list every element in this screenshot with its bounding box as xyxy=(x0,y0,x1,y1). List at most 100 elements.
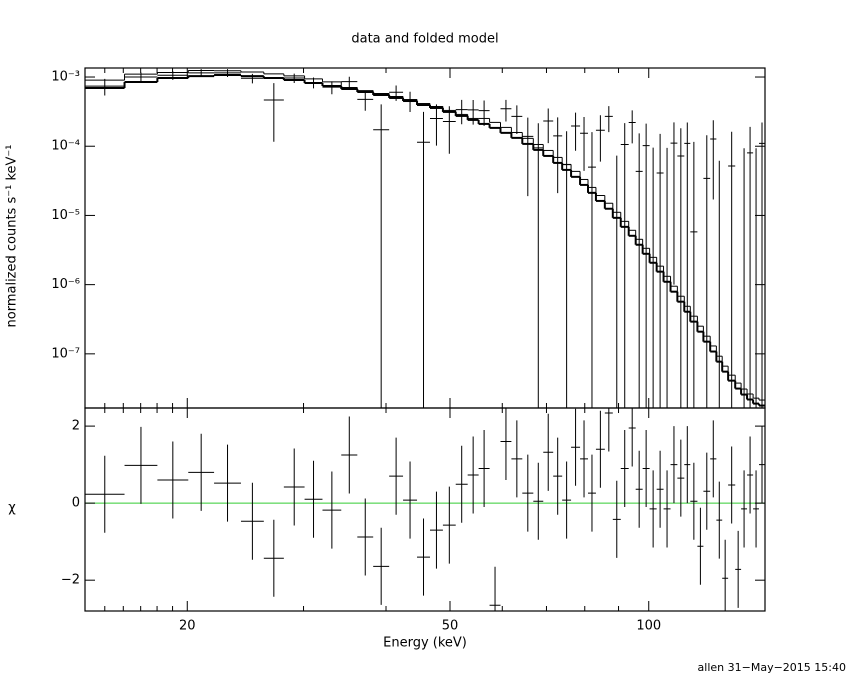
data-point xyxy=(403,91,418,113)
residual-point xyxy=(188,433,215,511)
residual-point xyxy=(697,507,704,585)
residual-point xyxy=(612,480,621,558)
data-point xyxy=(124,72,158,83)
data-point xyxy=(467,100,479,125)
data-point xyxy=(656,133,664,408)
data-point xyxy=(670,122,678,285)
data-point xyxy=(417,111,430,408)
data-point xyxy=(562,131,572,408)
data-point xyxy=(595,115,605,162)
data-point xyxy=(684,122,691,408)
data-point xyxy=(373,104,390,408)
y-tick-label: 10⁻⁴ xyxy=(51,139,80,154)
residual-point xyxy=(628,408,636,467)
data-point xyxy=(478,100,490,126)
residual-point xyxy=(741,470,748,548)
residual-point xyxy=(403,461,418,539)
data-point xyxy=(728,131,736,408)
residual-point xyxy=(522,454,534,532)
residual-point xyxy=(684,426,691,504)
data-point xyxy=(628,110,636,144)
y-tick-label: 2 xyxy=(72,419,80,434)
residual-point xyxy=(533,462,544,540)
residual-point xyxy=(263,519,284,597)
residual-point xyxy=(455,445,468,523)
x-tick-label: 50 xyxy=(442,619,459,634)
residual-point xyxy=(214,444,241,522)
residual-point xyxy=(716,481,723,559)
data-point xyxy=(500,99,512,122)
y-axis-label: normalized counts s⁻¹ keV⁻¹ xyxy=(5,145,20,328)
footer: allen 31−May−2015 15:40 xyxy=(698,661,846,674)
y-tick-label: 10⁻³ xyxy=(51,70,80,85)
residual-point xyxy=(304,460,323,538)
residual-point xyxy=(357,498,374,576)
data-point xyxy=(389,85,404,101)
data-point xyxy=(690,141,698,408)
y-tick-label: 0 xyxy=(72,496,80,511)
residual-point xyxy=(728,446,736,524)
residual-point xyxy=(677,439,685,517)
y-tick-label: 10⁻⁶ xyxy=(51,277,80,292)
data-point xyxy=(442,106,456,154)
y-axis-label: χ xyxy=(8,501,16,516)
data-point xyxy=(522,117,534,197)
data-point xyxy=(677,128,685,408)
residual-point xyxy=(543,413,554,491)
data-point xyxy=(304,77,323,89)
residual-panel xyxy=(85,408,765,611)
residual-point xyxy=(690,462,698,540)
residual-point xyxy=(722,539,729,611)
x-axis-label: Energy (keV) xyxy=(383,636,467,651)
data-point xyxy=(429,104,443,146)
residual-point xyxy=(649,470,657,548)
data-point xyxy=(511,105,523,135)
x-tick-label: 20 xyxy=(179,619,196,634)
chart-title: data and folded model xyxy=(351,32,498,47)
data-point xyxy=(642,123,650,408)
data-point xyxy=(85,78,125,96)
data-point xyxy=(188,69,215,78)
data-point xyxy=(263,83,284,142)
residual-point xyxy=(604,408,613,452)
residual-point xyxy=(580,420,589,498)
data-point xyxy=(580,117,589,171)
residual-point xyxy=(571,408,581,486)
data-point xyxy=(635,133,643,408)
residual-point xyxy=(562,461,572,539)
data-point xyxy=(710,120,717,200)
residual-point xyxy=(240,482,264,560)
residual-point xyxy=(759,426,765,504)
residual-point xyxy=(710,420,717,498)
residual-point xyxy=(656,450,664,528)
data-point xyxy=(747,126,754,408)
residual-point xyxy=(467,436,479,514)
data-point xyxy=(588,132,596,408)
data-point xyxy=(357,91,374,111)
data-point xyxy=(604,106,613,133)
x-tick-label: 100 xyxy=(636,619,661,634)
residual-point xyxy=(511,420,523,498)
data-point xyxy=(759,122,765,408)
residual-point xyxy=(341,416,358,494)
residual-point xyxy=(635,450,643,528)
residual-point xyxy=(588,454,596,532)
residual-point xyxy=(747,436,754,514)
residual-point xyxy=(478,429,490,507)
panel-frame xyxy=(84,67,766,409)
residual-point xyxy=(500,408,512,481)
data-point xyxy=(455,99,468,125)
residual-point xyxy=(642,429,650,507)
residual-point xyxy=(595,410,605,488)
data-point xyxy=(322,81,342,95)
residual-point xyxy=(553,437,563,515)
residual-point xyxy=(157,441,189,519)
residual-point xyxy=(442,486,456,564)
data-point xyxy=(283,73,305,84)
residual-point xyxy=(283,448,305,526)
residual-point xyxy=(620,429,629,507)
residual-point xyxy=(663,470,671,548)
y-tick-label: 10⁻⁷ xyxy=(51,346,80,361)
residual-point xyxy=(735,530,742,608)
